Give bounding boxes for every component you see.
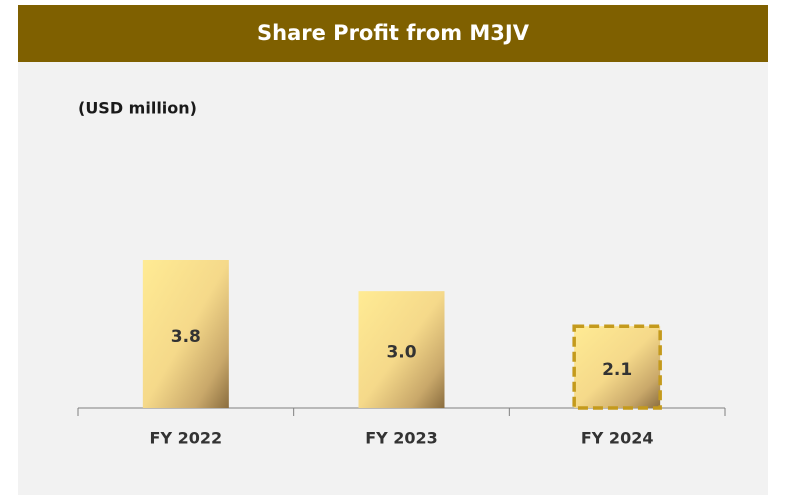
unit-label: (USD million) <box>78 99 197 118</box>
header-band <box>18 5 768 62</box>
bar <box>142 260 229 408</box>
value-label: 3.8 <box>171 327 201 347</box>
bar <box>358 291 445 408</box>
chart-title: Share Profit from M3JV <box>257 21 530 45</box>
x-tick-label: FY 2022 <box>150 429 223 448</box>
x-tick-label: FY 2023 <box>365 429 438 448</box>
value-label: 2.1 <box>602 360 632 380</box>
value-label: 3.0 <box>386 343 416 363</box>
x-tick-label: FY 2024 <box>581 429 654 448</box>
bar <box>572 324 662 410</box>
